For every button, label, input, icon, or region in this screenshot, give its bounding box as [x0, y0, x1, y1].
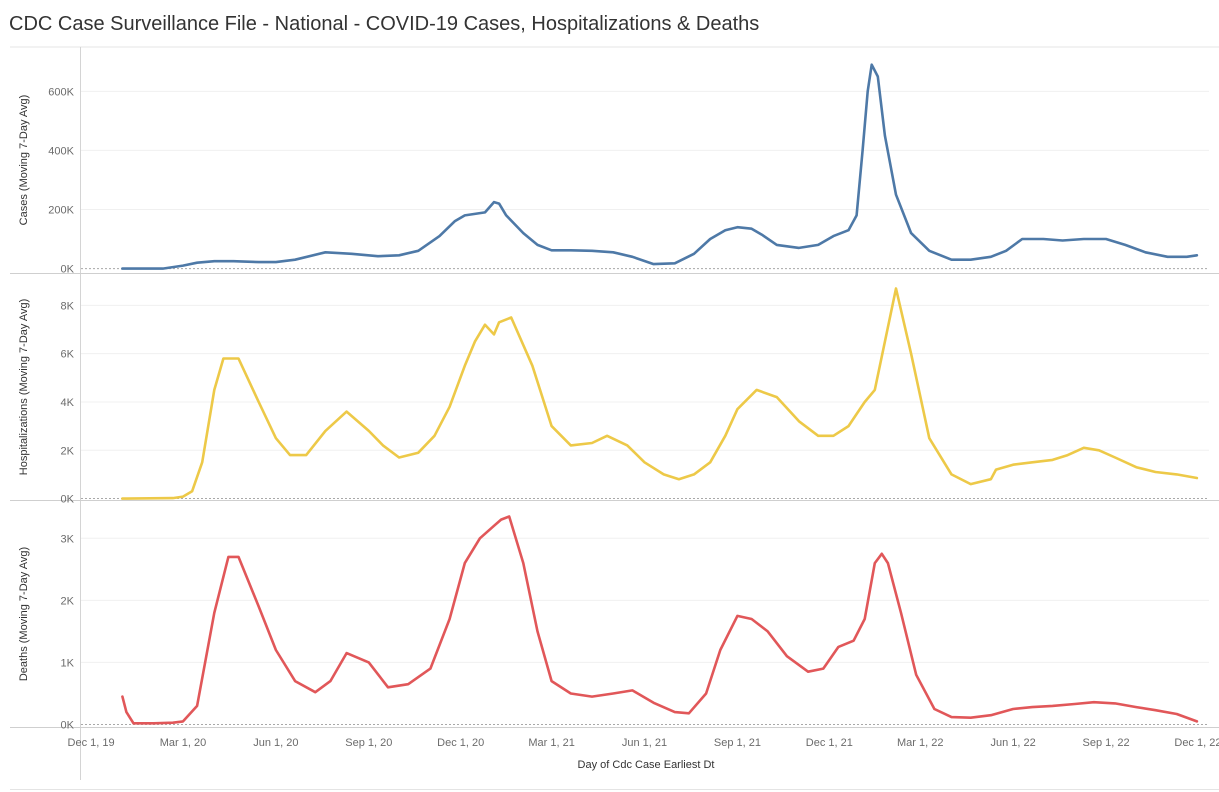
x-tick-labels: Dec 1, 19 Mar 1, 20 Jun 1, 20 Sep 1, 20 Dec …: [68, 737, 1219, 749]
cases-y-tick-label: 0K: [61, 264, 75, 276]
y-tick-labels: 0K 200K 400K 600K 0K 2K 4K 6K 8K 0K 1K 2K 3K: [48, 86, 74, 731]
page-title: CDC Case Surveillance File - National - …: [9, 13, 760, 35]
hospitalizations-series-line: [121, 287, 1199, 500]
deaths-series-line: [121, 515, 1199, 725]
hospitalizations-y-axis-title: Hospitalizations (Moving 7-Day Avg): [18, 299, 30, 475]
x-axis-title: Day of Cdc Case Earliest Dt: [578, 759, 715, 771]
x-tick-label: Dec 1, 21: [806, 737, 853, 749]
cases-y-tick-label: 600K: [48, 86, 74, 98]
deaths-y-tick-label: 3K: [61, 533, 75, 545]
deaths-y-tick-label: 1K: [61, 657, 75, 669]
x-tick-label: Jun 1, 20: [253, 737, 298, 749]
deaths-y-tick-label: 2K: [61, 595, 75, 607]
x-tick-label: Dec 1, 19: [68, 737, 115, 749]
hospitalizations-y-tick-label: 0K: [61, 494, 75, 506]
x-tick-label: Sep 1, 21: [714, 737, 761, 749]
hospitalizations-y-tick-label: 2K: [61, 445, 75, 457]
hospitalizations-y-tick-label: 6K: [61, 349, 75, 361]
x-tick-label: Sep 1, 20: [345, 737, 392, 749]
series-lines: [121, 63, 1199, 725]
x-tick-label: Dec 1, 22: [1174, 737, 1219, 749]
deaths-y-axis-title: Deaths (Moving 7-Day Avg): [18, 547, 30, 681]
cases-series-line: [121, 63, 1199, 270]
hospitalizations-y-tick-label: 8K: [61, 300, 75, 312]
zero-lines: [81, 268, 1209, 726]
x-tick-label: Jun 1, 21: [622, 737, 667, 749]
deaths-y-tick-label: 0K: [61, 720, 75, 732]
gridlines: [81, 90, 1209, 663]
x-tick-label: Sep 1, 22: [1082, 737, 1129, 749]
x-tick-label: Dec 1, 20: [437, 737, 484, 749]
x-tick-label: Mar 1, 22: [897, 737, 943, 749]
cases-y-axis-title: Cases (Moving 7-Day Avg): [18, 95, 30, 226]
hospitalizations-y-tick-label: 4K: [61, 397, 75, 409]
cases-y-tick-label: 200K: [48, 204, 74, 216]
x-tick-label: Mar 1, 20: [160, 737, 206, 749]
cases-y-tick-label: 400K: [48, 145, 74, 157]
y-axis-titles: Cases (Moving 7-Day Avg) Hospitalizations…: [18, 95, 30, 681]
x-tick-label: Jun 1, 22: [990, 737, 1035, 749]
x-tick-label: Mar 1, 21: [528, 737, 574, 749]
